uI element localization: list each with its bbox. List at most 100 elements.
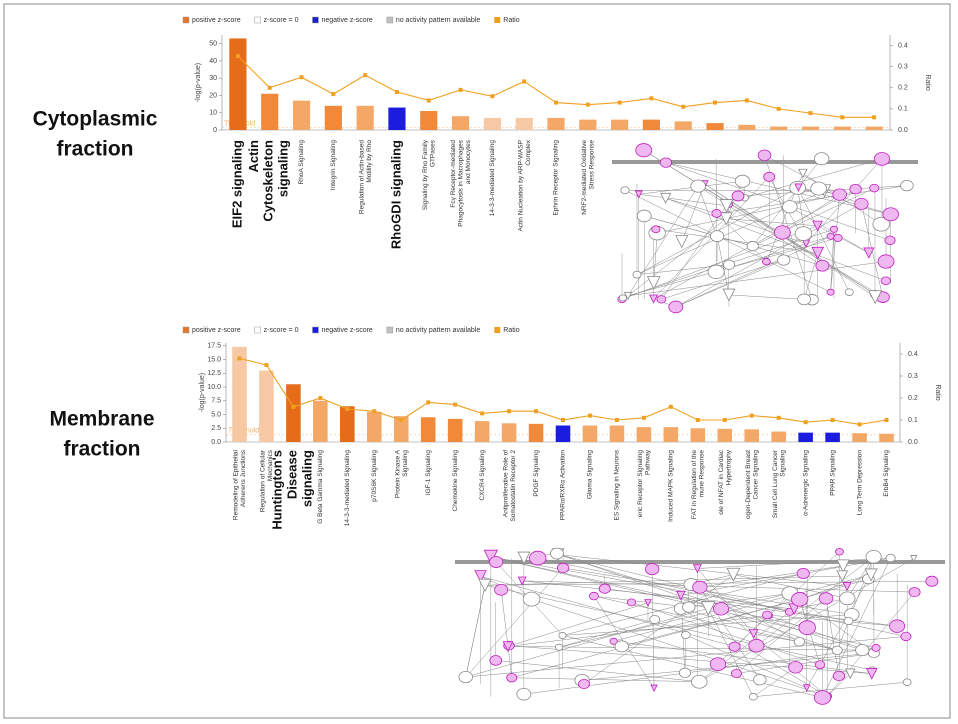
ratio-marker [668,404,673,409]
ratio-marker [267,85,272,90]
bar [367,411,382,442]
edge [508,645,872,674]
node [833,234,843,242]
y2-tick-label: 0.3 [898,64,908,71]
x-tick-label: Remodeling of EpithelialAdherens Junctio… [232,449,246,520]
bar [636,427,652,442]
edge [825,598,840,677]
x-tick-label: RhoGDI signaling [388,140,403,249]
x-tick-label: IGF-1 Signaling [425,450,432,496]
edge [643,150,876,295]
ratio-marker [808,111,813,116]
node [660,192,672,205]
node [865,549,882,564]
x-tick-label: Chemokine Signaling [452,450,459,512]
node [788,661,803,674]
node [474,570,487,583]
edge [562,614,852,636]
node [814,660,826,669]
edge [507,615,769,647]
node [864,568,878,582]
edge [716,236,831,273]
node [578,678,590,690]
edge [484,584,873,671]
legend-label: negative z-score [321,327,372,334]
node [813,690,832,705]
edge [651,569,655,689]
ratio-marker [614,418,619,422]
node [734,174,751,188]
node [676,590,686,601]
y2-tick-label: 0.4 [908,351,918,358]
bar [582,425,598,442]
legend-label: positive z-score [192,327,241,334]
x-tick-label: 14-3-3-mediated Signaling [489,140,496,217]
bar [825,432,840,442]
node [794,183,803,192]
node [826,288,835,296]
pathway-diagram [612,143,918,314]
edge [822,557,891,698]
bar [770,126,788,130]
edge [697,568,754,635]
legend-label: no activity pattern available [396,17,481,24]
node [609,637,618,645]
node [618,294,627,302]
node [802,684,811,693]
node [719,199,734,213]
y-tick-label: 0.0 [211,439,221,446]
node [762,610,773,620]
edge [767,614,875,654]
node [872,216,891,232]
node [731,668,742,678]
node [632,270,642,279]
side-label: fraction [63,438,140,461]
x-tick-label: Signaling by Rho FamilyGTPases [422,139,436,210]
edge [627,218,727,297]
edge [531,598,828,697]
edge [716,213,807,244]
bar [528,423,544,442]
y2-tick-label: 0.1 [908,417,918,424]
edge [559,593,790,648]
ratio-marker [264,363,269,367]
edge [675,203,862,308]
node [910,555,918,563]
y-tick-label: 20 [209,92,217,99]
edge [704,183,876,298]
legend-label: Ratio [503,17,519,24]
bar [420,111,438,130]
y2-axis-label: Ratio [934,384,941,400]
edge [698,185,823,266]
node [836,570,849,583]
node [854,197,869,210]
x-tick-label: Antiproliferative Role ofSomatostatin Re… [502,450,516,522]
y-tick-label: 30 [209,75,217,82]
bar [340,406,355,442]
edge [465,585,486,678]
edge [558,554,848,587]
node [885,553,896,563]
node [773,225,791,240]
node [682,601,696,613]
edge [583,574,734,685]
node [517,576,527,586]
legend-label: Ratio [503,327,519,334]
node [529,550,547,566]
bar [852,433,867,442]
ratio-marker [749,413,754,418]
legend-label: z-score = 0 [264,327,299,334]
node [748,629,759,639]
x-tick-label: Fcγ Receptor-mediatedPhagocytosis in Mac… [450,139,472,226]
y2-tick-label: 0.0 [898,127,908,134]
y2-tick-label: 0.1 [898,106,908,113]
node [902,678,912,686]
x-tick-label: p70S6K Signaling [371,450,378,502]
bar [229,38,247,130]
node [634,190,643,199]
node [651,225,661,234]
edge [507,646,863,651]
node [554,643,564,651]
edge [661,259,784,300]
bar [261,93,279,130]
